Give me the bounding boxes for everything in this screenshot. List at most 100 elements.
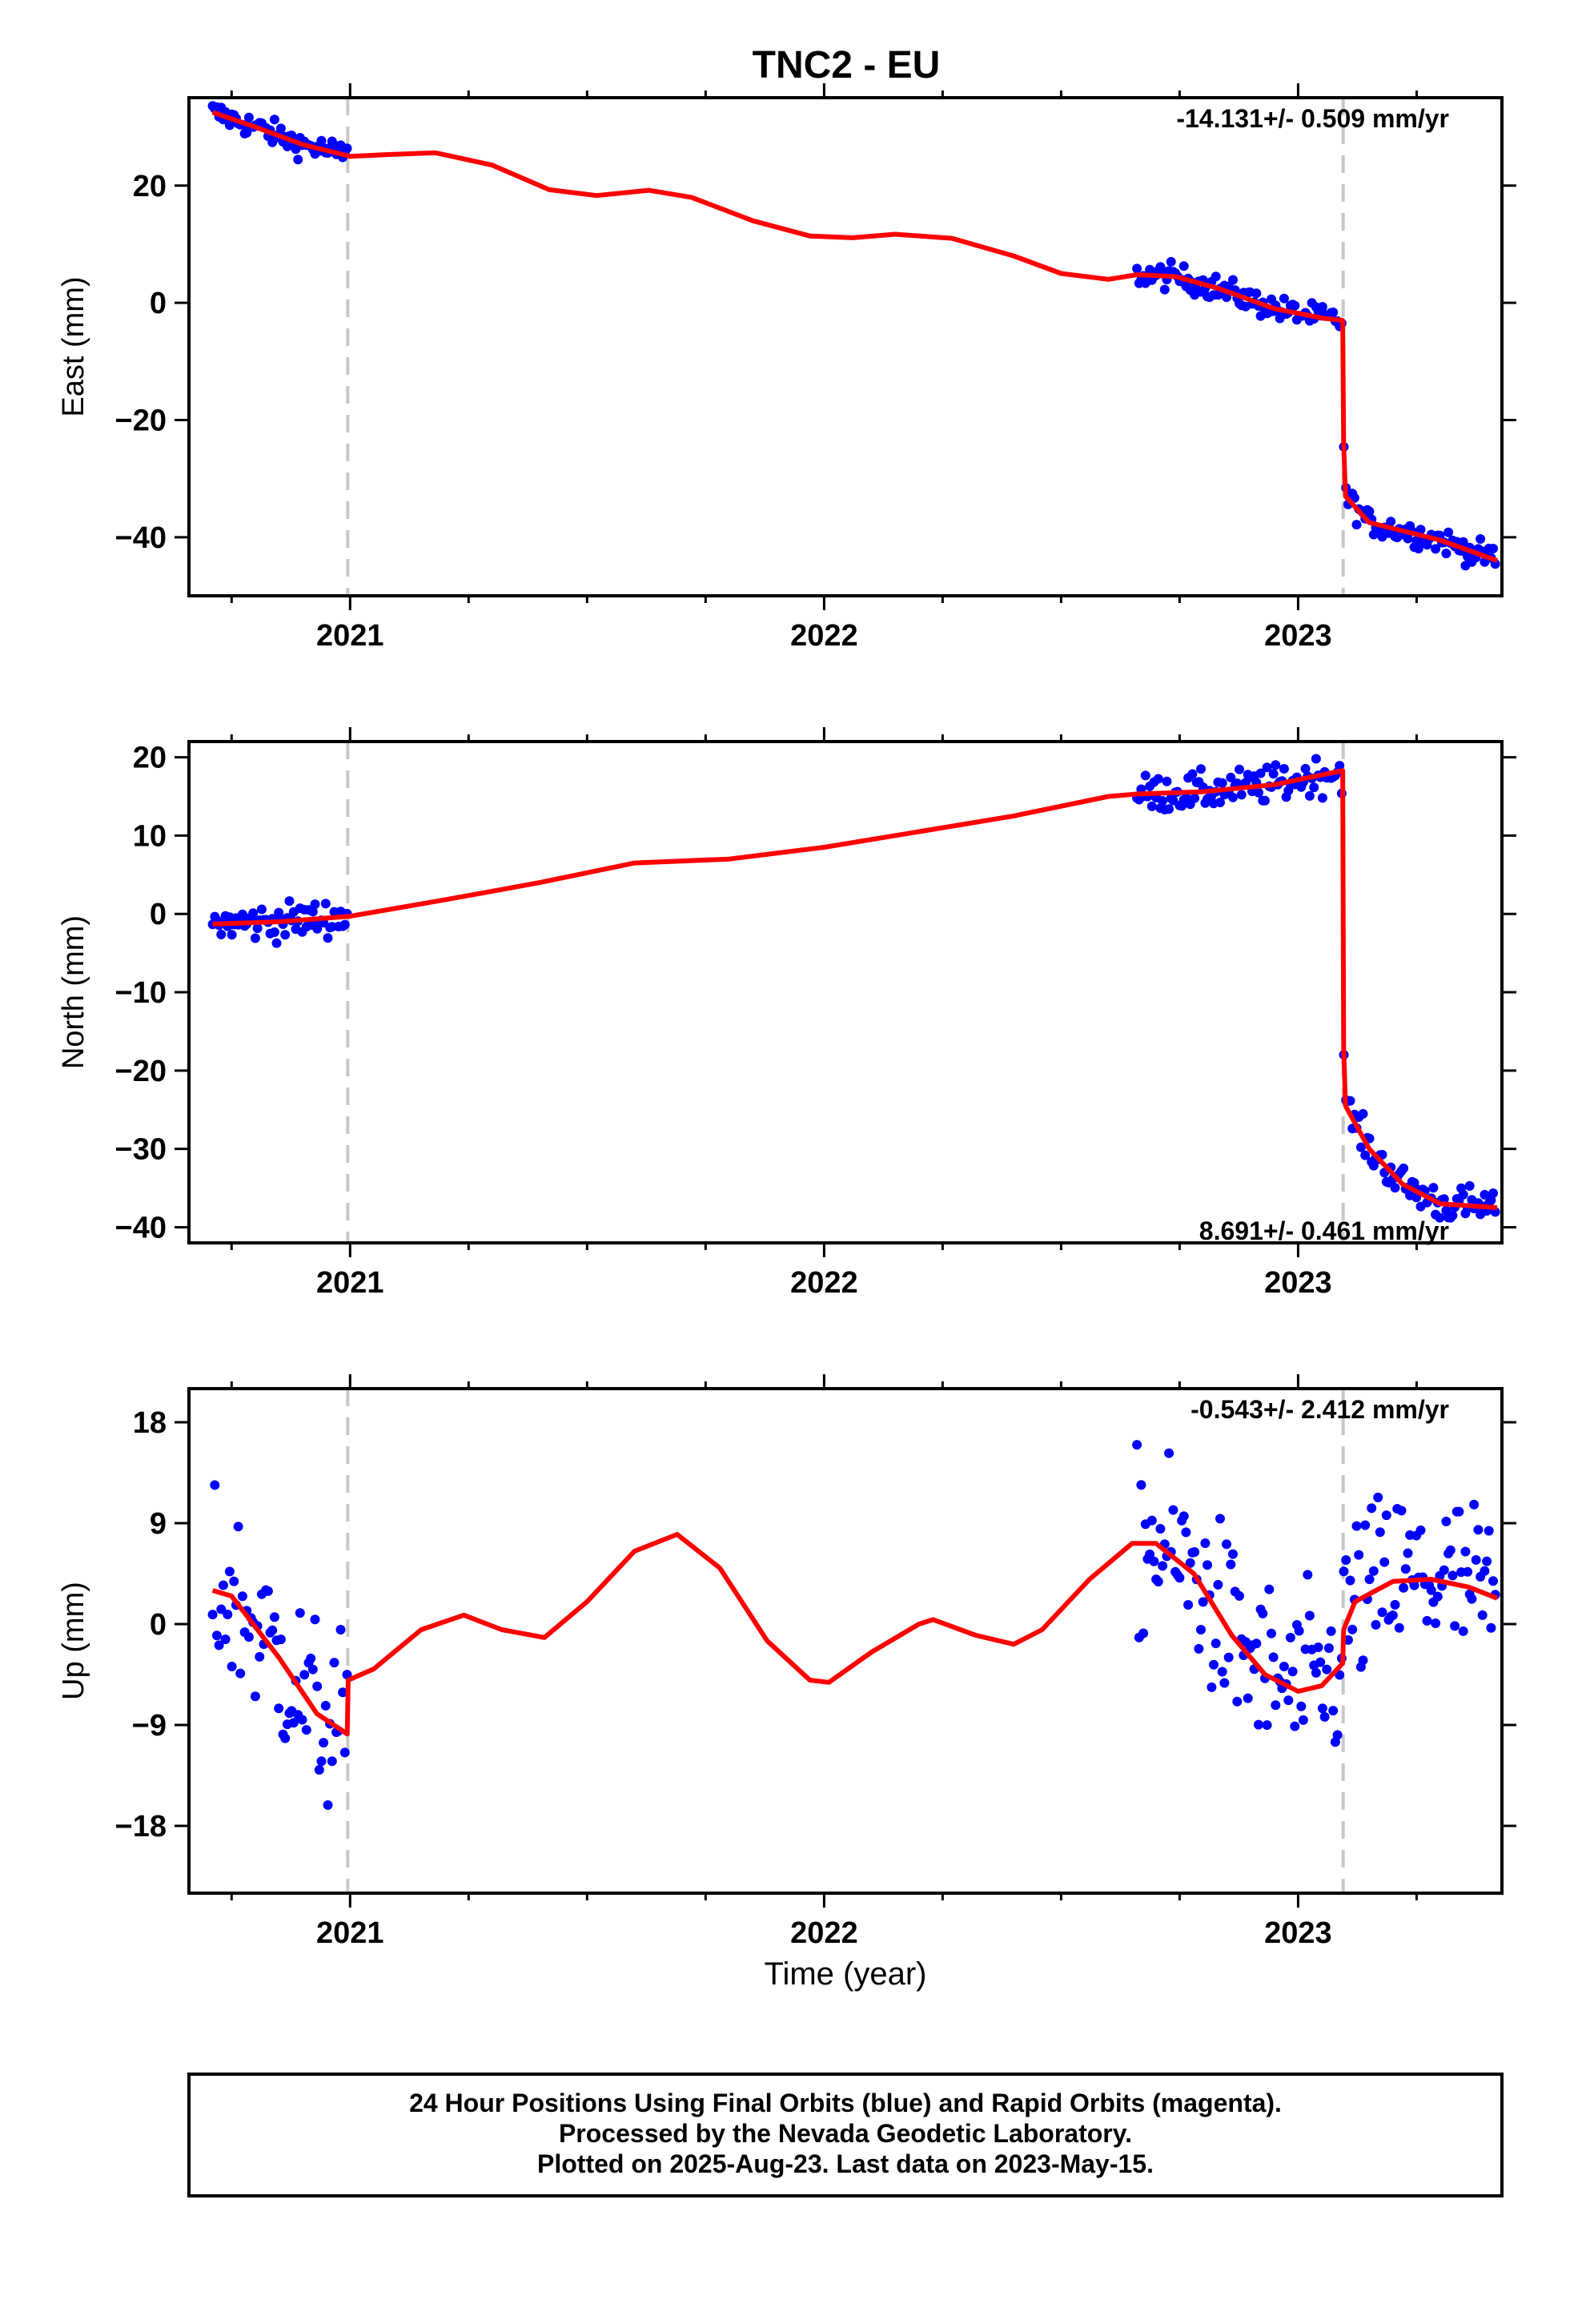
north-data-point (1196, 764, 1206, 774)
up-data-point (1326, 1626, 1336, 1636)
east-data-point (269, 115, 279, 125)
up-data-point (243, 1632, 254, 1642)
north-data-point (1447, 1210, 1458, 1220)
north-data-point (271, 938, 282, 948)
north-data-point (1255, 768, 1266, 778)
north-data-point (1409, 1178, 1419, 1188)
north-data-point (1226, 772, 1236, 782)
east-ytick-label-20: 20 (133, 170, 167, 203)
north-data-point (1164, 804, 1174, 814)
up-data-point (301, 1725, 311, 1735)
up-data-point (1298, 1715, 1308, 1725)
east-data-point (1458, 537, 1468, 547)
east-model-curve (211, 110, 1499, 563)
up-data-point (1351, 1521, 1362, 1531)
up-data-point (227, 1662, 237, 1671)
x-axis-label: Time (year) (765, 1956, 927, 1992)
up-axis-label: Up (mm) (57, 1582, 90, 1700)
up-data-point (1251, 1638, 1262, 1649)
up-data-point (1164, 1448, 1174, 1458)
north-xtick-label-2023: 2023 (1264, 1266, 1332, 1300)
up-data-point (307, 1664, 318, 1675)
north-data-point (323, 933, 333, 943)
up-panel: Up (mm) -0.543+/- 2.412 mm/yr 18 9 0 −9 … (57, 1374, 1516, 1950)
east-data-point (1364, 506, 1375, 517)
east-xtick-label-2021: 2021 (316, 619, 384, 653)
north-data-point (1228, 792, 1238, 802)
up-data-point (1368, 1566, 1379, 1576)
north-data-point (1309, 782, 1319, 793)
north-data-point (1262, 762, 1272, 773)
north-data-point (1300, 763, 1311, 774)
up-data-point (1168, 1505, 1178, 1515)
up-data-point (1174, 1573, 1185, 1583)
north-model-curve (212, 768, 1498, 1210)
up-data-point (297, 1715, 307, 1725)
east-data-point (1251, 288, 1262, 299)
up-data-point (1488, 1576, 1498, 1586)
north-ytick-label-neg30: −30 (115, 1133, 167, 1167)
footer-box: 24 Hour Positions Using Final Orbits (bl… (187, 2073, 1504, 2197)
up-data-point (1283, 1695, 1294, 1706)
north-data-point (1217, 778, 1227, 788)
north-data-point (284, 896, 295, 907)
east-data-point (1166, 256, 1176, 267)
up-data-point (1207, 1682, 1217, 1692)
up-data-point (1132, 1440, 1142, 1450)
north-ytick-label-neg10: −10 (115, 976, 167, 1010)
north-data-point (1162, 776, 1172, 786)
up-ytick-label-0: 0 (150, 1608, 167, 1642)
east-data-point (243, 112, 254, 123)
up-data-point (320, 1700, 331, 1711)
up-ytick-label-9: 9 (150, 1507, 167, 1541)
up-data-point (233, 1522, 243, 1532)
up-data-point (1354, 1550, 1364, 1560)
north-data-point (1488, 1188, 1498, 1198)
footer-line-2: Processed by the Nevada Geodetic Laborat… (559, 2119, 1132, 2148)
north-data-point (1458, 1189, 1468, 1200)
up-data-point (1396, 1506, 1407, 1516)
up-data-point (1235, 1590, 1244, 1601)
up-data-point (210, 1480, 220, 1490)
up-data-point (1267, 1628, 1276, 1638)
up-data-point (263, 1586, 273, 1596)
up-data-point (1146, 1515, 1157, 1526)
up-data-point (1432, 1591, 1443, 1602)
up-data-point (314, 1765, 324, 1775)
up-data-point (269, 1612, 279, 1622)
up-data-point (1215, 1514, 1225, 1524)
up-data-point (1178, 1511, 1189, 1522)
up-data-point (280, 1733, 291, 1743)
footer-frame (187, 2073, 1504, 2197)
up-data-point (1460, 1546, 1471, 1557)
up-data-point (1303, 1570, 1313, 1580)
up-data-point (214, 1640, 224, 1651)
up-data-point (275, 1634, 286, 1645)
north-data-point (1428, 1183, 1439, 1193)
up-data-point (1254, 1719, 1263, 1730)
east-data-point (1443, 527, 1454, 537)
east-panel-frame (187, 96, 1504, 597)
east-data-point (1228, 275, 1238, 285)
up-ytick-label-18: 18 (133, 1406, 167, 1440)
up-data-point (1223, 1652, 1234, 1663)
up-data-point (1375, 1527, 1385, 1538)
up-data-point (1268, 1652, 1279, 1663)
east-data-point (1328, 308, 1339, 317)
up-data-point (218, 1580, 228, 1590)
up-data-point (1196, 1625, 1206, 1634)
up-data-point (1194, 1643, 1204, 1654)
up-data-point (1345, 1575, 1355, 1586)
up-data-point (1347, 1624, 1358, 1634)
east-data-point (293, 155, 303, 165)
east-data-point (1386, 517, 1396, 527)
up-data-point (1431, 1618, 1441, 1628)
up-data-point (1339, 1566, 1349, 1577)
up-data-point (1262, 1720, 1272, 1731)
up-data-point (1296, 1701, 1307, 1711)
east-data-point (1290, 300, 1300, 311)
north-data-point (1390, 1183, 1400, 1193)
north-data-point (1190, 793, 1200, 803)
up-data-point (327, 1756, 337, 1767)
